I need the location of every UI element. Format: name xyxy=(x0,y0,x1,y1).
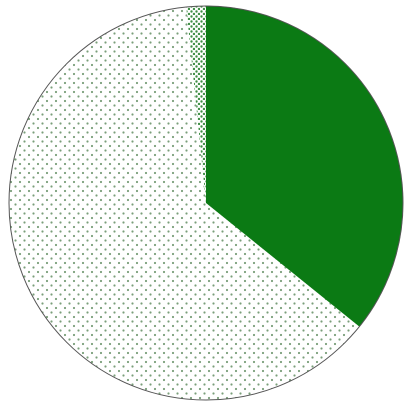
pie-outline xyxy=(8,5,404,401)
pie-slice-3 xyxy=(186,5,206,203)
pie-slices xyxy=(8,5,404,401)
pie-slice-2 xyxy=(9,6,360,400)
